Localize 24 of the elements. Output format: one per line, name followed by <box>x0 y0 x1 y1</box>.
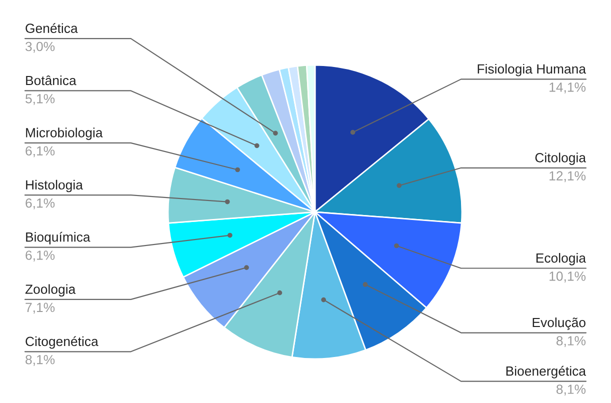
slice-label: Bioenergética <box>506 366 586 378</box>
slice-label: Ecologia <box>536 253 586 266</box>
slice-label: Microbiologia <box>26 128 103 140</box>
slice-label: Citologia <box>535 152 586 165</box>
data-label: 5,1% <box>26 94 55 105</box>
data-label: 6,1% <box>26 198 55 210</box>
slice-label: Evolução <box>532 318 586 330</box>
data-label: 14,1% <box>550 82 586 94</box>
slice-label: Citogenética <box>26 336 98 349</box>
slice-label: Histologia <box>26 180 83 192</box>
slice-label: Bioquímica <box>26 232 90 244</box>
data-label: 8,1% <box>26 354 55 366</box>
slice-label: Fisiologia Humana <box>478 64 586 76</box>
slice-label: Botânica <box>26 75 76 86</box>
data-label: 3,0% <box>26 42 55 53</box>
data-label: 6,1% <box>26 250 55 262</box>
data-label: 12,1% <box>550 171 586 182</box>
data-label: 6,1% <box>26 146 55 158</box>
slice-label: Genética <box>26 23 78 33</box>
slice-label: Zoologia <box>25 284 76 297</box>
data-label: 8,1% <box>556 336 586 347</box>
data-label: 10,1% <box>550 272 586 282</box>
data-label: 7,1% <box>26 302 55 314</box>
data-label: 8,1% <box>556 384 586 396</box>
